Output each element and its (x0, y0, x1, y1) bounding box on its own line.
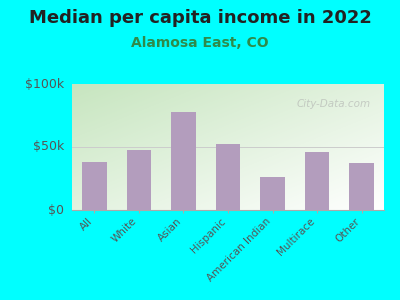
Text: American Indian: American Indian (205, 216, 272, 284)
Text: All: All (78, 216, 94, 232)
Text: $0: $0 (48, 203, 64, 217)
Bar (350, 164, 374, 210)
Text: City-Data.com: City-Data.com (297, 99, 371, 109)
Text: Other: Other (334, 216, 362, 244)
Text: $100k: $100k (25, 77, 64, 91)
Bar (126, 149, 151, 210)
Text: Median per capita income in 2022: Median per capita income in 2022 (28, 9, 372, 27)
Bar (216, 145, 240, 210)
Bar (171, 112, 196, 210)
Text: Asian: Asian (156, 216, 184, 243)
Text: $50k: $50k (33, 140, 64, 154)
Bar (82, 162, 106, 210)
Text: Hispanic: Hispanic (189, 216, 228, 255)
Text: White: White (110, 216, 139, 244)
Text: Alamosa East, CO: Alamosa East, CO (131, 36, 269, 50)
Bar (260, 177, 285, 210)
Text: Multirace: Multirace (276, 216, 317, 257)
Bar (305, 152, 330, 210)
